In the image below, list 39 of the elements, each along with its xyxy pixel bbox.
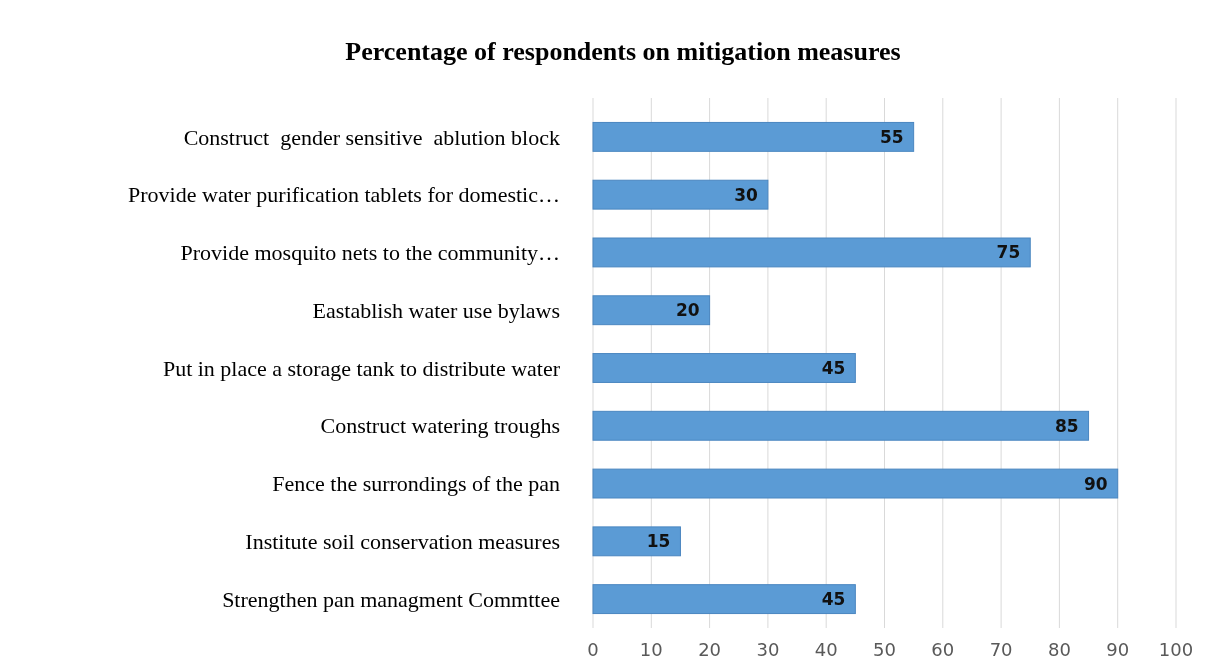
x-tick-label: 40 — [814, 639, 838, 660]
x-tick-label: 70 — [989, 639, 1013, 660]
data-label: 85 — [1054, 415, 1079, 436]
data-label: 75 — [996, 242, 1021, 263]
data-label: 20 — [675, 300, 700, 321]
bar — [592, 179, 769, 210]
x-tick-label: 30 — [756, 639, 780, 660]
y-tick-label: Institute soil conservation measures — [245, 529, 560, 555]
y-tick-label: Provide mosquito nets to the community… — [180, 240, 560, 266]
y-tick-label: Fence the surrondings of the pan — [272, 471, 560, 497]
y-tick-label: Put in place a storage tank to distribute water — [162, 355, 561, 381]
y-tick-label: Construct gender sensitive ablution block — [183, 124, 560, 150]
x-tick-label: 50 — [873, 639, 896, 660]
y-tick-label: Strengthen pan managment Commttee — [222, 586, 560, 612]
x-tick-label: 20 — [698, 639, 722, 660]
bar — [592, 468, 1119, 499]
bar — [592, 410, 1090, 441]
y-tick-label: Eastablish water use bylaws — [312, 297, 560, 323]
x-tick-label: 10 — [639, 639, 663, 660]
x-tick-label: 60 — [931, 639, 955, 660]
bar — [592, 237, 1031, 268]
x-tick-label: 90 — [1106, 639, 1130, 660]
y-tick-label: Construct watering troughs — [320, 413, 560, 439]
data-label: 55 — [879, 126, 904, 147]
bar — [592, 584, 856, 615]
data-label: 90 — [1084, 473, 1108, 494]
bar — [592, 295, 711, 326]
data-label: 15 — [646, 531, 671, 552]
bar — [592, 526, 681, 557]
data-label: 30 — [734, 184, 759, 205]
data-label: 45 — [821, 357, 846, 378]
y-tick-label: Provide water purification tablets for domestic… — [128, 182, 560, 208]
x-tick-label: 80 — [1047, 639, 1071, 660]
x-tick-label: 0 — [587, 639, 599, 660]
x-tick-label: 100 — [1158, 639, 1194, 660]
bar — [592, 353, 856, 383]
chart-title: Percentage of respondents on mitigation measures — [345, 37, 901, 66]
bar — [592, 121, 915, 152]
data-label: 45 — [821, 589, 846, 610]
